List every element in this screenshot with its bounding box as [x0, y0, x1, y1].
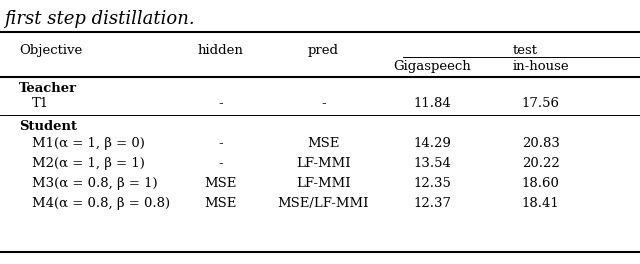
Text: T1: T1 [32, 97, 49, 110]
Text: LF-MMI: LF-MMI [296, 177, 351, 190]
Text: 12.37: 12.37 [413, 197, 451, 210]
Text: M2(α = 1, β = 1): M2(α = 1, β = 1) [32, 157, 145, 170]
Text: 14.29: 14.29 [413, 137, 451, 150]
Text: pred: pred [308, 44, 339, 57]
Text: 20.22: 20.22 [522, 157, 559, 170]
Text: MSE/LF-MMI: MSE/LF-MMI [278, 197, 369, 210]
Text: 11.84: 11.84 [413, 97, 451, 110]
Text: Gigaspeech: Gigaspeech [393, 60, 471, 73]
Text: 20.83: 20.83 [522, 137, 560, 150]
Text: -: - [321, 97, 326, 110]
Text: MSE: MSE [307, 137, 339, 150]
Text: 13.54: 13.54 [413, 157, 451, 170]
Text: M1(α = 1, β = 0): M1(α = 1, β = 0) [32, 137, 145, 150]
Text: -: - [218, 157, 223, 170]
Text: -: - [218, 137, 223, 150]
Text: hidden: hidden [198, 44, 244, 57]
Text: test: test [512, 44, 538, 57]
Text: Student: Student [19, 120, 77, 133]
Text: first step distillation.: first step distillation. [4, 10, 195, 28]
Text: Objective: Objective [19, 44, 83, 57]
Text: M4(α = 0.8, β = 0.8): M4(α = 0.8, β = 0.8) [32, 197, 170, 210]
Text: M3(α = 0.8, β = 1): M3(α = 0.8, β = 1) [32, 177, 157, 190]
Text: 18.41: 18.41 [522, 197, 559, 210]
Text: in-house: in-house [513, 60, 569, 73]
Text: 12.35: 12.35 [413, 177, 451, 190]
Text: -: - [218, 97, 223, 110]
Text: LF-MMI: LF-MMI [296, 157, 351, 170]
Text: 18.60: 18.60 [522, 177, 560, 190]
Text: MSE: MSE [205, 197, 237, 210]
Text: MSE: MSE [205, 177, 237, 190]
Text: 17.56: 17.56 [522, 97, 560, 110]
Text: Teacher: Teacher [19, 82, 77, 95]
